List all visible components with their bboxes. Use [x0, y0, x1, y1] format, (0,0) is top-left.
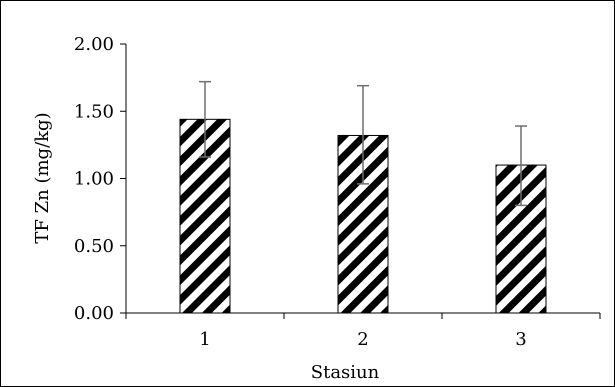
y-tick-label: 0.00 — [74, 303, 114, 324]
x-tick-label: 1 — [199, 329, 210, 350]
y-axis: 0.00 0.50 1.00 1.50 2.00 — [74, 34, 127, 324]
error-bar-stasiun-2 — [357, 84, 369, 185]
error-bar-stasiun-1 — [199, 80, 211, 158]
y-tick-label: 2.00 — [74, 34, 114, 55]
x-tick-label: 2 — [357, 329, 368, 350]
x-axis-title: Stasiun — [311, 362, 380, 383]
error-bars — [199, 80, 527, 207]
y-axis-title: TF Zn (mg/kg) — [32, 112, 53, 243]
x-axis: 1 2 3 — [125, 312, 601, 350]
y-tick-label: 1.50 — [74, 101, 114, 122]
y-tick-label: 1.00 — [74, 169, 114, 190]
x-tick-label: 3 — [515, 329, 526, 350]
y-tick-label: 0.50 — [74, 236, 114, 257]
error-bar-stasiun-3 — [515, 125, 527, 207]
